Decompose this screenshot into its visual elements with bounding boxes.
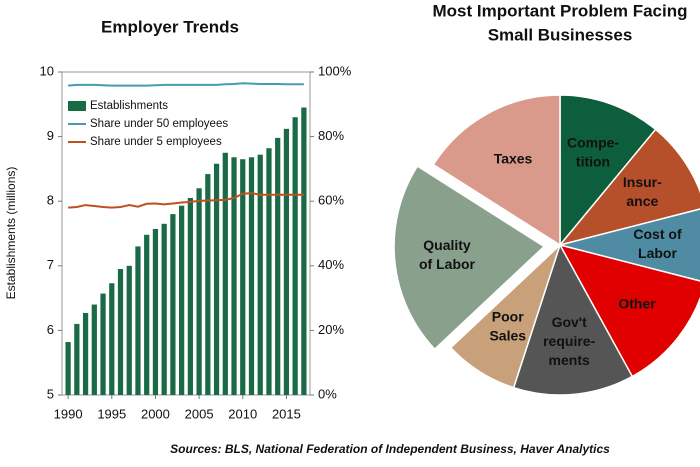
bar xyxy=(257,154,263,395)
y2-tick-label: 40% xyxy=(318,257,344,272)
bar xyxy=(213,163,220,395)
slice-label: ments xyxy=(549,352,590,368)
bar xyxy=(179,205,185,395)
bar xyxy=(109,283,115,395)
pie-slice xyxy=(393,165,546,351)
slice-label: ance xyxy=(626,193,658,209)
chart-title: Small Businesses xyxy=(488,25,633,44)
slice-label: Gov't xyxy=(552,314,588,330)
slice-label: Insur- xyxy=(623,174,662,190)
bar xyxy=(135,246,141,395)
bar xyxy=(248,157,255,395)
y-tick-label: 9 xyxy=(47,128,54,143)
bar xyxy=(117,269,124,395)
slice-label: tition xyxy=(576,153,610,169)
chart-title: Employer Trends xyxy=(101,17,239,36)
bar xyxy=(91,304,97,395)
pie-slice xyxy=(449,244,561,389)
slice-label: Cost of xyxy=(633,226,682,242)
bar xyxy=(126,265,132,395)
bar xyxy=(275,137,281,395)
slice-label: Quality xyxy=(423,237,471,253)
legend-label: Establishments xyxy=(90,100,168,112)
bar xyxy=(283,128,290,395)
legend-label: Share under 50 employees xyxy=(90,118,228,130)
slice-label: Labor xyxy=(638,245,677,261)
pie-slice xyxy=(558,243,700,378)
bar xyxy=(292,117,298,395)
y-tick-label: 10 xyxy=(40,63,54,78)
pie-slice xyxy=(559,94,657,248)
line xyxy=(68,192,304,209)
x-tick-label: 1990 xyxy=(54,406,83,421)
slice-label: Sales xyxy=(489,328,526,344)
chart-title: Most Important Problem Facing xyxy=(432,1,687,20)
y2-tick-label: 60% xyxy=(318,193,344,208)
bar xyxy=(74,323,80,395)
pie-slice xyxy=(432,94,561,247)
x-tick-label: 1995 xyxy=(97,406,126,421)
pie-slice xyxy=(512,243,634,396)
slice-label: Poor xyxy=(492,309,524,325)
bar xyxy=(65,342,71,395)
slice-label: require- xyxy=(543,333,595,349)
bar xyxy=(144,234,150,395)
bar xyxy=(152,228,159,395)
x-tick-label: 2010 xyxy=(228,406,257,421)
x-tick-label: 2015 xyxy=(272,406,301,421)
y2-tick-label: 20% xyxy=(318,322,344,337)
source: Sources: BLS, National Federation of Ind… xyxy=(170,442,610,456)
bar xyxy=(205,174,211,395)
bar xyxy=(266,148,272,395)
bar xyxy=(231,157,237,395)
slice-label: Other xyxy=(618,295,656,311)
slice-label: of Labor xyxy=(419,256,476,272)
legend-swatch xyxy=(68,101,86,111)
bar xyxy=(301,107,307,395)
legend-label: Share under 5 employees xyxy=(90,136,222,148)
y-tick-label: 5 xyxy=(47,386,54,401)
pie-slice xyxy=(557,128,700,247)
slice-label: Compe- xyxy=(567,134,619,150)
y-axis-label: Establishments (millions) xyxy=(4,167,18,300)
y-tick-label: 8 xyxy=(47,193,54,208)
bar xyxy=(82,312,89,395)
pie-slice xyxy=(559,208,700,282)
bar xyxy=(100,293,106,395)
bar xyxy=(187,197,193,395)
bar xyxy=(222,152,228,395)
bar xyxy=(196,188,202,395)
y2-tick-label: 80% xyxy=(318,128,344,143)
bar xyxy=(161,223,167,395)
x-tick-label: 2000 xyxy=(141,406,170,421)
y-tick-label: 6 xyxy=(47,322,54,337)
line xyxy=(68,82,304,87)
y2-tick-label: 0% xyxy=(318,386,337,401)
slice-label: Taxes xyxy=(494,150,533,166)
y2-tick-label: 100% xyxy=(318,63,352,78)
x-tick-label: 2005 xyxy=(185,406,214,421)
y-tick-label: 7 xyxy=(47,257,54,272)
plot-frame xyxy=(61,71,311,396)
bar xyxy=(170,214,176,395)
bar xyxy=(240,159,246,395)
